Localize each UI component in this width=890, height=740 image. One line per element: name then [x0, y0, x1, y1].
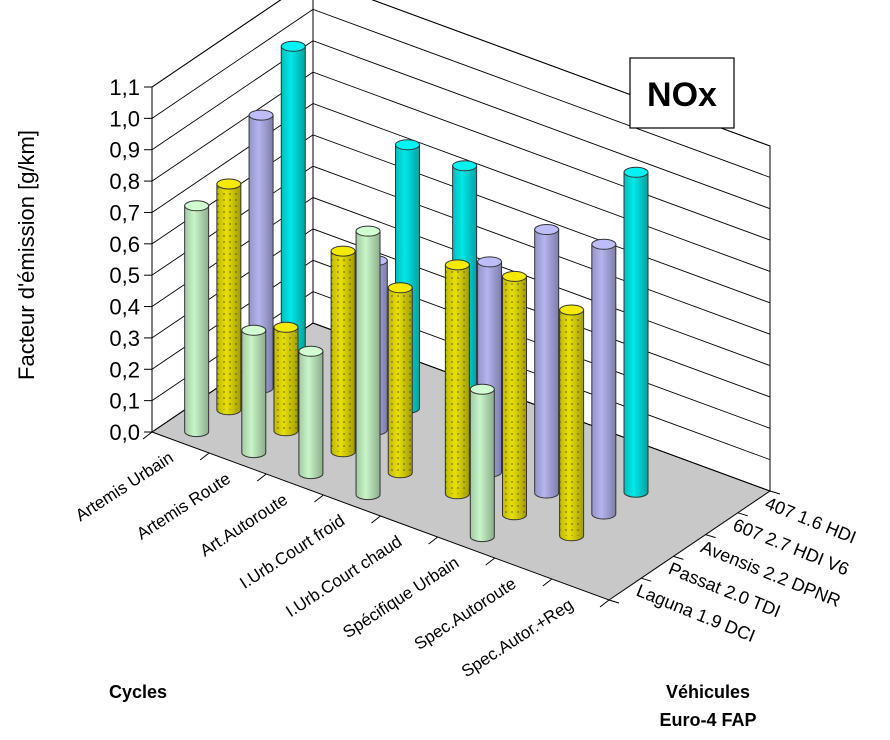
y-tick-label: 0,0	[109, 420, 140, 445]
x-tick-mark	[314, 494, 324, 503]
depth-tick-mark	[769, 490, 781, 495]
gridline	[151, 71, 771, 241]
depth-axis-title-line2: Euro-4 FAP	[659, 710, 756, 730]
bar	[444, 259, 470, 500]
gridline	[151, 40, 771, 210]
x-tick-mark	[371, 515, 381, 524]
depth-tick-mark	[737, 512, 748, 517]
y-tick-label: 1,0	[109, 106, 140, 131]
bar	[591, 238, 617, 520]
x-tick-mark	[485, 557, 496, 566]
y-tick-labels: 0,0 0,1 0,2 0,3 0,4 0,5 0,6 0,7 0,8 0,9 1,0 1,1	[109, 75, 140, 445]
depth-axis-title-line1: Véhicules	[666, 682, 750, 702]
bar	[469, 383, 495, 543]
y-tick-label: 0,4	[109, 295, 140, 320]
depth-tick-mark	[705, 534, 716, 539]
bar	[280, 40, 306, 372]
x-axis-title: Cycles	[109, 682, 167, 702]
y-axis-title: Facteur d'émission [g/km]	[14, 130, 39, 380]
y-tick-label: 0,1	[109, 389, 140, 414]
x-tick-mark	[199, 452, 210, 461]
bar	[241, 324, 267, 459]
bar	[330, 245, 356, 458]
chart-title: NOx	[647, 76, 717, 114]
x-tick-mark	[599, 599, 610, 608]
x-tick-mark	[256, 473, 267, 482]
bar	[273, 321, 299, 437]
depth-tick-mark	[608, 599, 620, 604]
bar	[184, 200, 210, 438]
y-tick-label: 0,5	[109, 263, 140, 288]
depth-tick-mark	[673, 555, 684, 560]
bar	[559, 304, 585, 542]
x-tick-mark	[542, 578, 553, 587]
y-tick-label: 0,6	[109, 232, 140, 257]
y-tick-label: 0,7	[109, 200, 140, 225]
y-tick-label: 0,3	[109, 326, 140, 351]
depth-tick-mark	[641, 577, 652, 582]
x-tick-mark	[142, 431, 153, 440]
title-badge: NOx	[629, 57, 735, 129]
bar	[623, 166, 649, 498]
x-tick-mark	[428, 536, 438, 545]
y-tick-label: 0,9	[109, 138, 140, 163]
bar	[298, 345, 324, 480]
bar	[387, 282, 413, 479]
gridline	[151, 102, 771, 272]
chart-bars	[184, 40, 649, 543]
y-tick-label: 0,2	[109, 357, 140, 382]
bar	[216, 178, 242, 416]
gridline	[151, 0, 771, 147]
bar	[534, 224, 560, 499]
bar	[355, 225, 381, 501]
y-tick-label: 1,1	[109, 75, 140, 100]
bar	[501, 270, 527, 521]
gridline	[151, 8, 771, 178]
y-tick-label: 0,8	[109, 169, 140, 194]
